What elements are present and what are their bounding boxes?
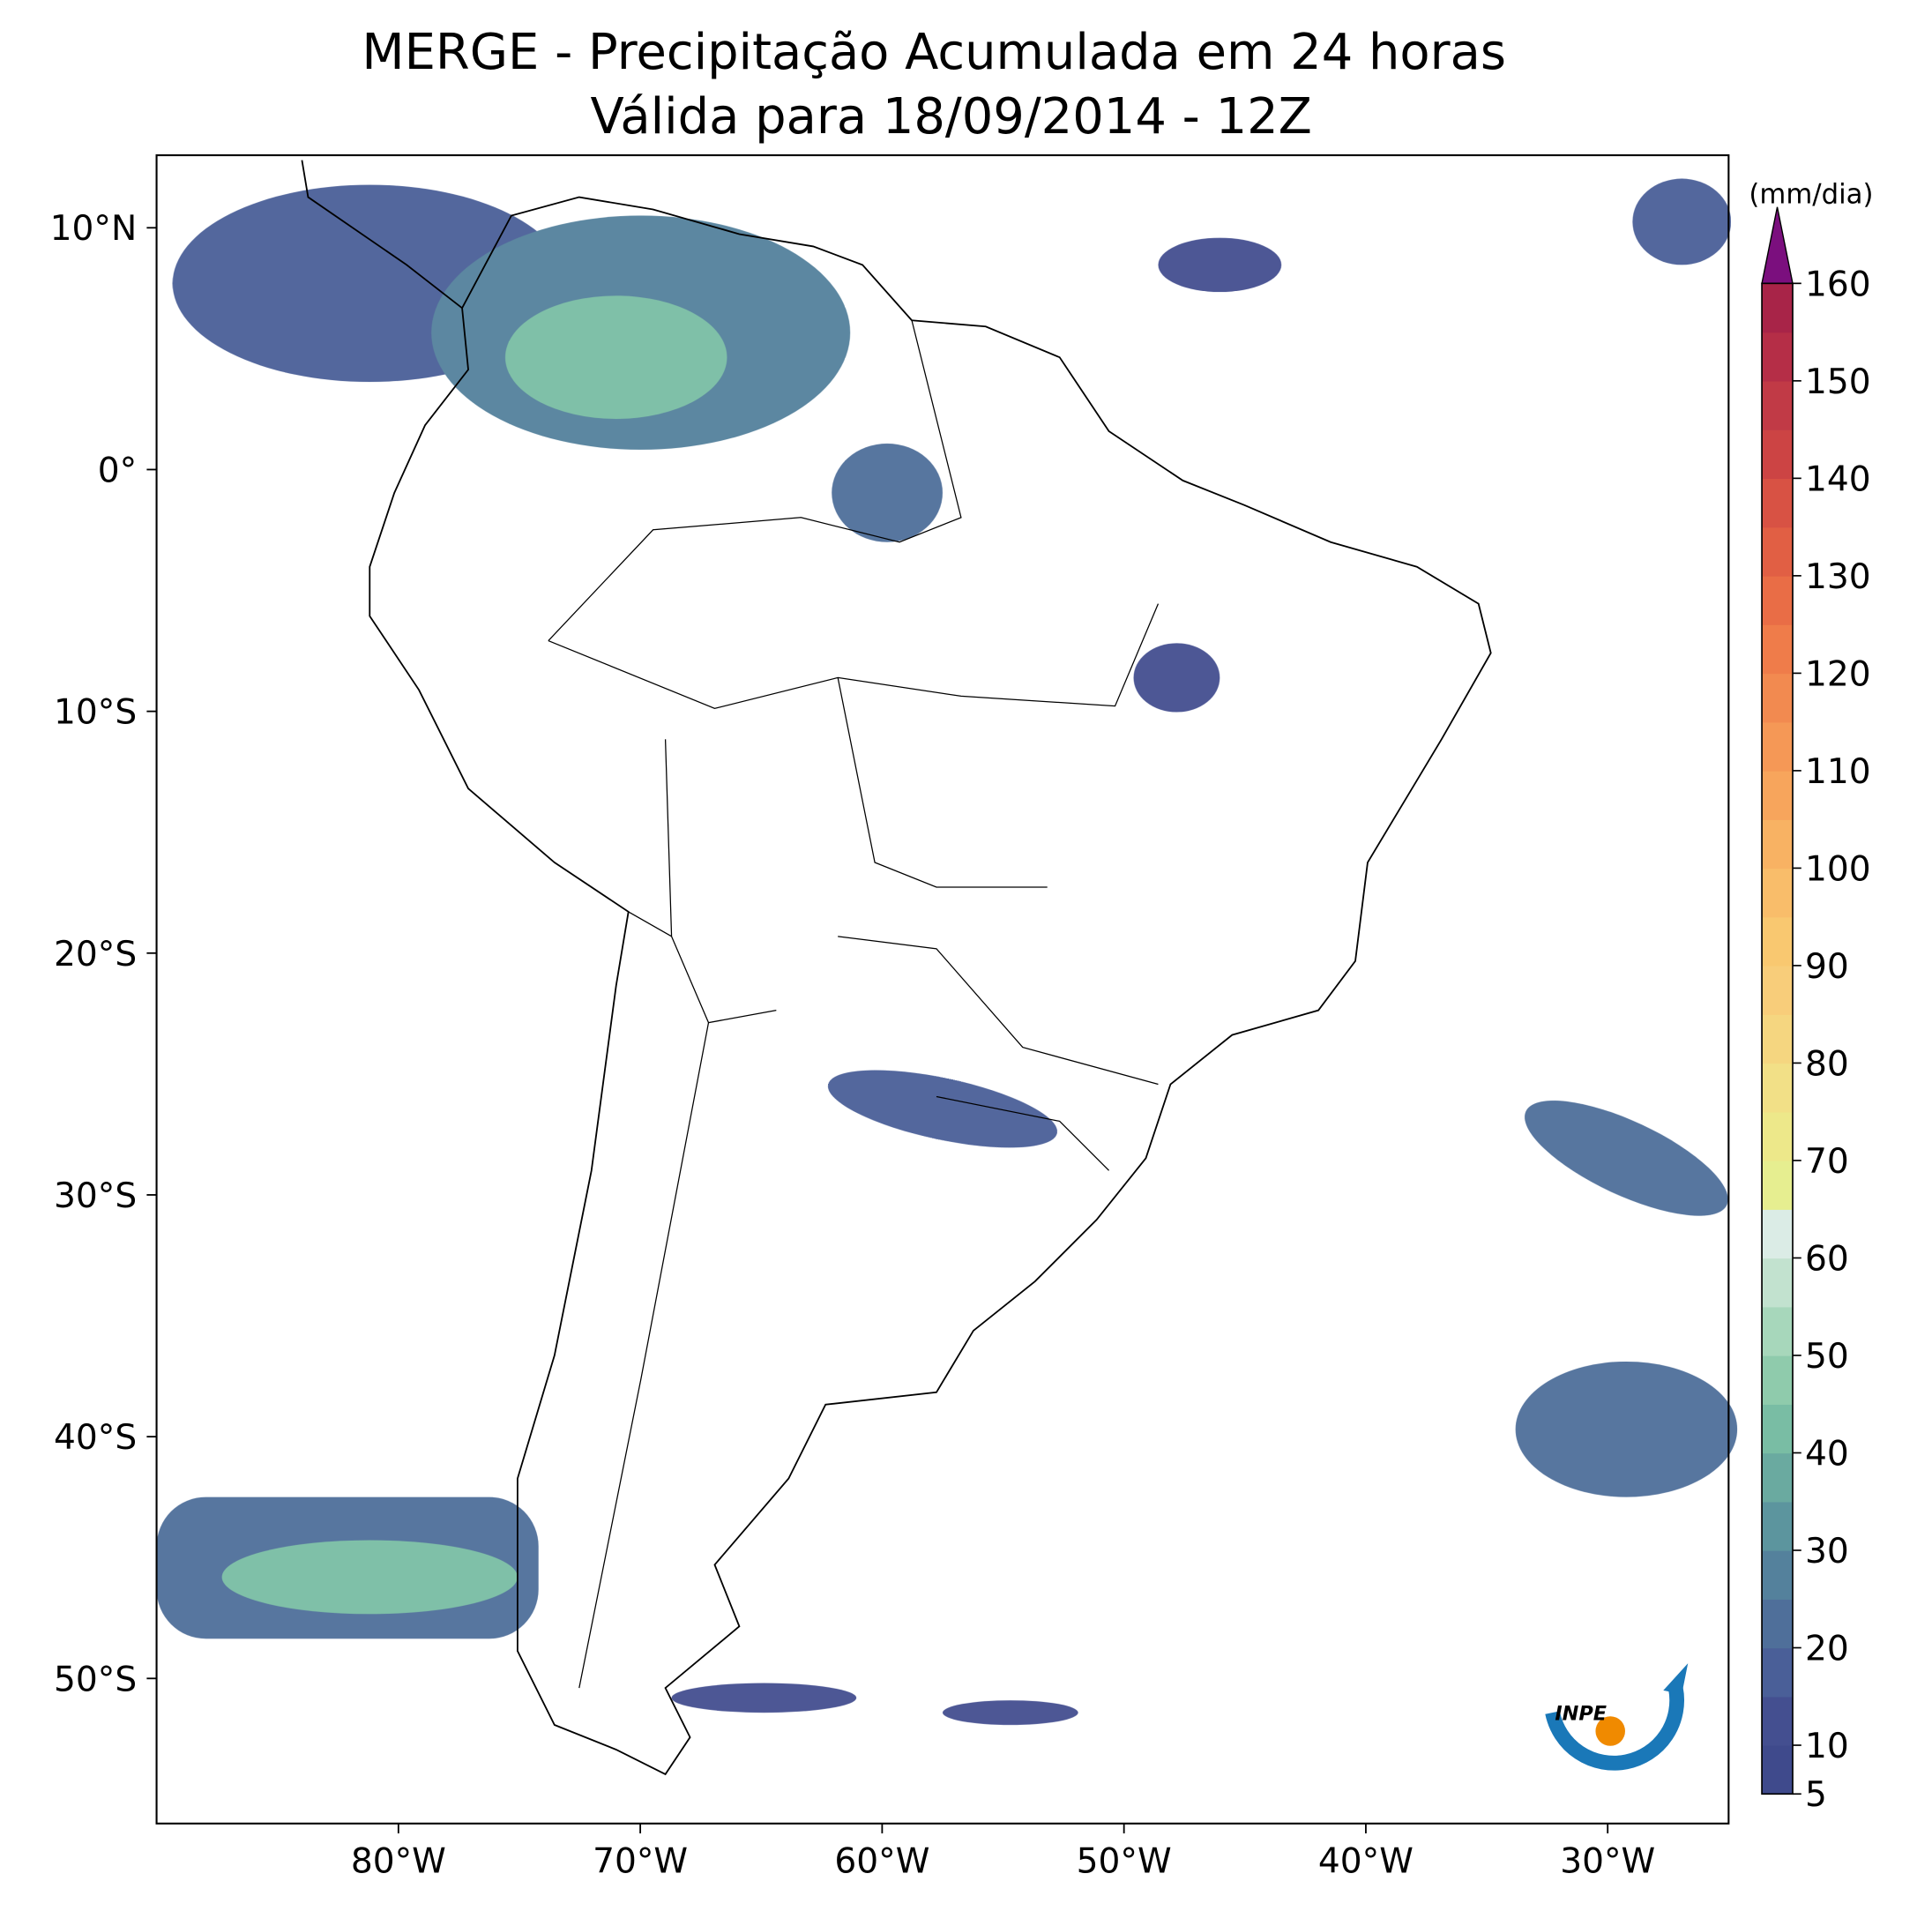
colorbar-tick-label: 100 — [1805, 849, 1871, 889]
colorbar-frame — [1761, 282, 1794, 1795]
coastline — [301, 160, 1492, 1776]
colorbar-segment — [1762, 1209, 1793, 1259]
colorbar-segment — [1762, 1549, 1793, 1600]
colorbar-segment — [1762, 526, 1793, 577]
colorbar-tick-label: 60 — [1805, 1239, 1849, 1279]
subtitle: Válida para 18/09/2014 - 12Z — [591, 88, 1312, 146]
rain-area — [832, 443, 943, 542]
colorbar-tick-label: 80 — [1805, 1044, 1849, 1084]
x-tick-label: 80°W — [351, 1842, 446, 1882]
colorbar-segment — [1762, 380, 1793, 430]
colorbar-tick-label: 10 — [1805, 1727, 1849, 1766]
rain-area — [1525, 1101, 1728, 1216]
colorbar-segment — [1762, 673, 1793, 723]
x-tick-label: 30°W — [1560, 1842, 1655, 1882]
logo-arrow — [1663, 1663, 1689, 1695]
logo-swoosh — [1545, 1686, 1685, 1771]
precipitation-field — [156, 178, 1738, 1726]
y-tick-label: 30°S — [54, 1176, 137, 1216]
rain-area — [827, 1070, 1057, 1148]
colorbar-segment — [1762, 1355, 1793, 1405]
rain-area — [221, 1540, 518, 1615]
x-tick-label: 40°W — [1318, 1842, 1414, 1882]
colorbar-segment — [1762, 283, 1793, 333]
colorbar-tick-label: 40 — [1805, 1434, 1849, 1474]
rain-area — [1158, 237, 1282, 293]
colorbar-segment — [1762, 1160, 1793, 1210]
colorbar-segment — [1762, 1306, 1793, 1356]
y-tick-label: 50°S — [54, 1660, 137, 1699]
rain-area — [1515, 1361, 1738, 1497]
colorbar-tick-label: 110 — [1805, 752, 1871, 792]
colorbar-tick-label: 20 — [1805, 1629, 1849, 1668]
colorbar-segment — [1762, 1599, 1793, 1649]
colorbar-segment — [1762, 478, 1793, 528]
colorbar-segment — [1762, 575, 1793, 625]
colorbar-tick-label: 90 — [1805, 947, 1849, 987]
rain-area — [1632, 178, 1732, 265]
colorbar-segment — [1762, 1063, 1793, 1113]
y-tick-label: 10°S — [54, 693, 137, 733]
colorbar-segment — [1762, 1452, 1793, 1503]
logo: INPE — [1545, 1663, 1689, 1771]
colorbar-segment — [1762, 1404, 1793, 1454]
colorbar-segment — [1762, 1258, 1793, 1308]
rain-area — [942, 1700, 1078, 1726]
colorbar-tick-label: 140 — [1805, 459, 1871, 499]
rain-area — [504, 295, 727, 420]
title: MERGE - Precipitação Acumulada em 24 hor… — [362, 24, 1506, 81]
colorbar-segment — [1762, 1745, 1793, 1795]
colorbar-segment — [1762, 332, 1793, 382]
y-tick-label: 10°N — [50, 209, 138, 249]
colorbar-segment — [1762, 721, 1793, 772]
map-frame — [155, 153, 1730, 1825]
colorbar-segment — [1762, 770, 1793, 820]
colorbar-segment — [1762, 1014, 1793, 1064]
x-tick-label: 50°W — [1077, 1842, 1172, 1882]
colorbar-tick-label: 120 — [1805, 654, 1871, 694]
logo-text: INPE — [1555, 1702, 1607, 1725]
colorbar-segment — [1762, 819, 1793, 870]
colorbar-tick-label: 5 — [1805, 1775, 1827, 1815]
logo-dot — [1595, 1716, 1625, 1746]
colorbar-segment — [1762, 965, 1793, 1015]
borders — [548, 320, 1160, 1689]
colorbar-segment — [1762, 624, 1793, 675]
rain-area — [1133, 643, 1220, 713]
colorbar-segment — [1762, 1111, 1793, 1161]
colorbar-extension — [1761, 206, 1794, 285]
colorbar-segment — [1762, 868, 1793, 918]
colorbar-segment — [1762, 916, 1793, 967]
colorbar-tick-label: 150 — [1805, 362, 1871, 402]
colorbar-segment — [1762, 1696, 1793, 1746]
y-tick-label: 20°S — [54, 935, 137, 974]
x-tick-label: 70°W — [593, 1842, 688, 1882]
y-tick-label: 0° — [98, 451, 137, 490]
colorbar-segment — [1762, 429, 1793, 480]
colorbar-tick-label: 50 — [1805, 1337, 1849, 1377]
x-tick-label: 60°W — [834, 1842, 929, 1882]
colorbar-tick-label: 160 — [1805, 265, 1871, 304]
colorbar-label: (mm/dia) — [1749, 179, 1873, 211]
y-tick-label: 40°S — [54, 1418, 137, 1458]
colorbar-segment — [1762, 1647, 1793, 1698]
colorbar-tick-label: 30 — [1805, 1532, 1849, 1571]
colorbar-tick-label: 130 — [1805, 557, 1871, 597]
colorbar-segment — [1762, 1501, 1793, 1551]
rain-area — [671, 1683, 857, 1713]
colorbar-tick-label: 70 — [1805, 1142, 1849, 1182]
